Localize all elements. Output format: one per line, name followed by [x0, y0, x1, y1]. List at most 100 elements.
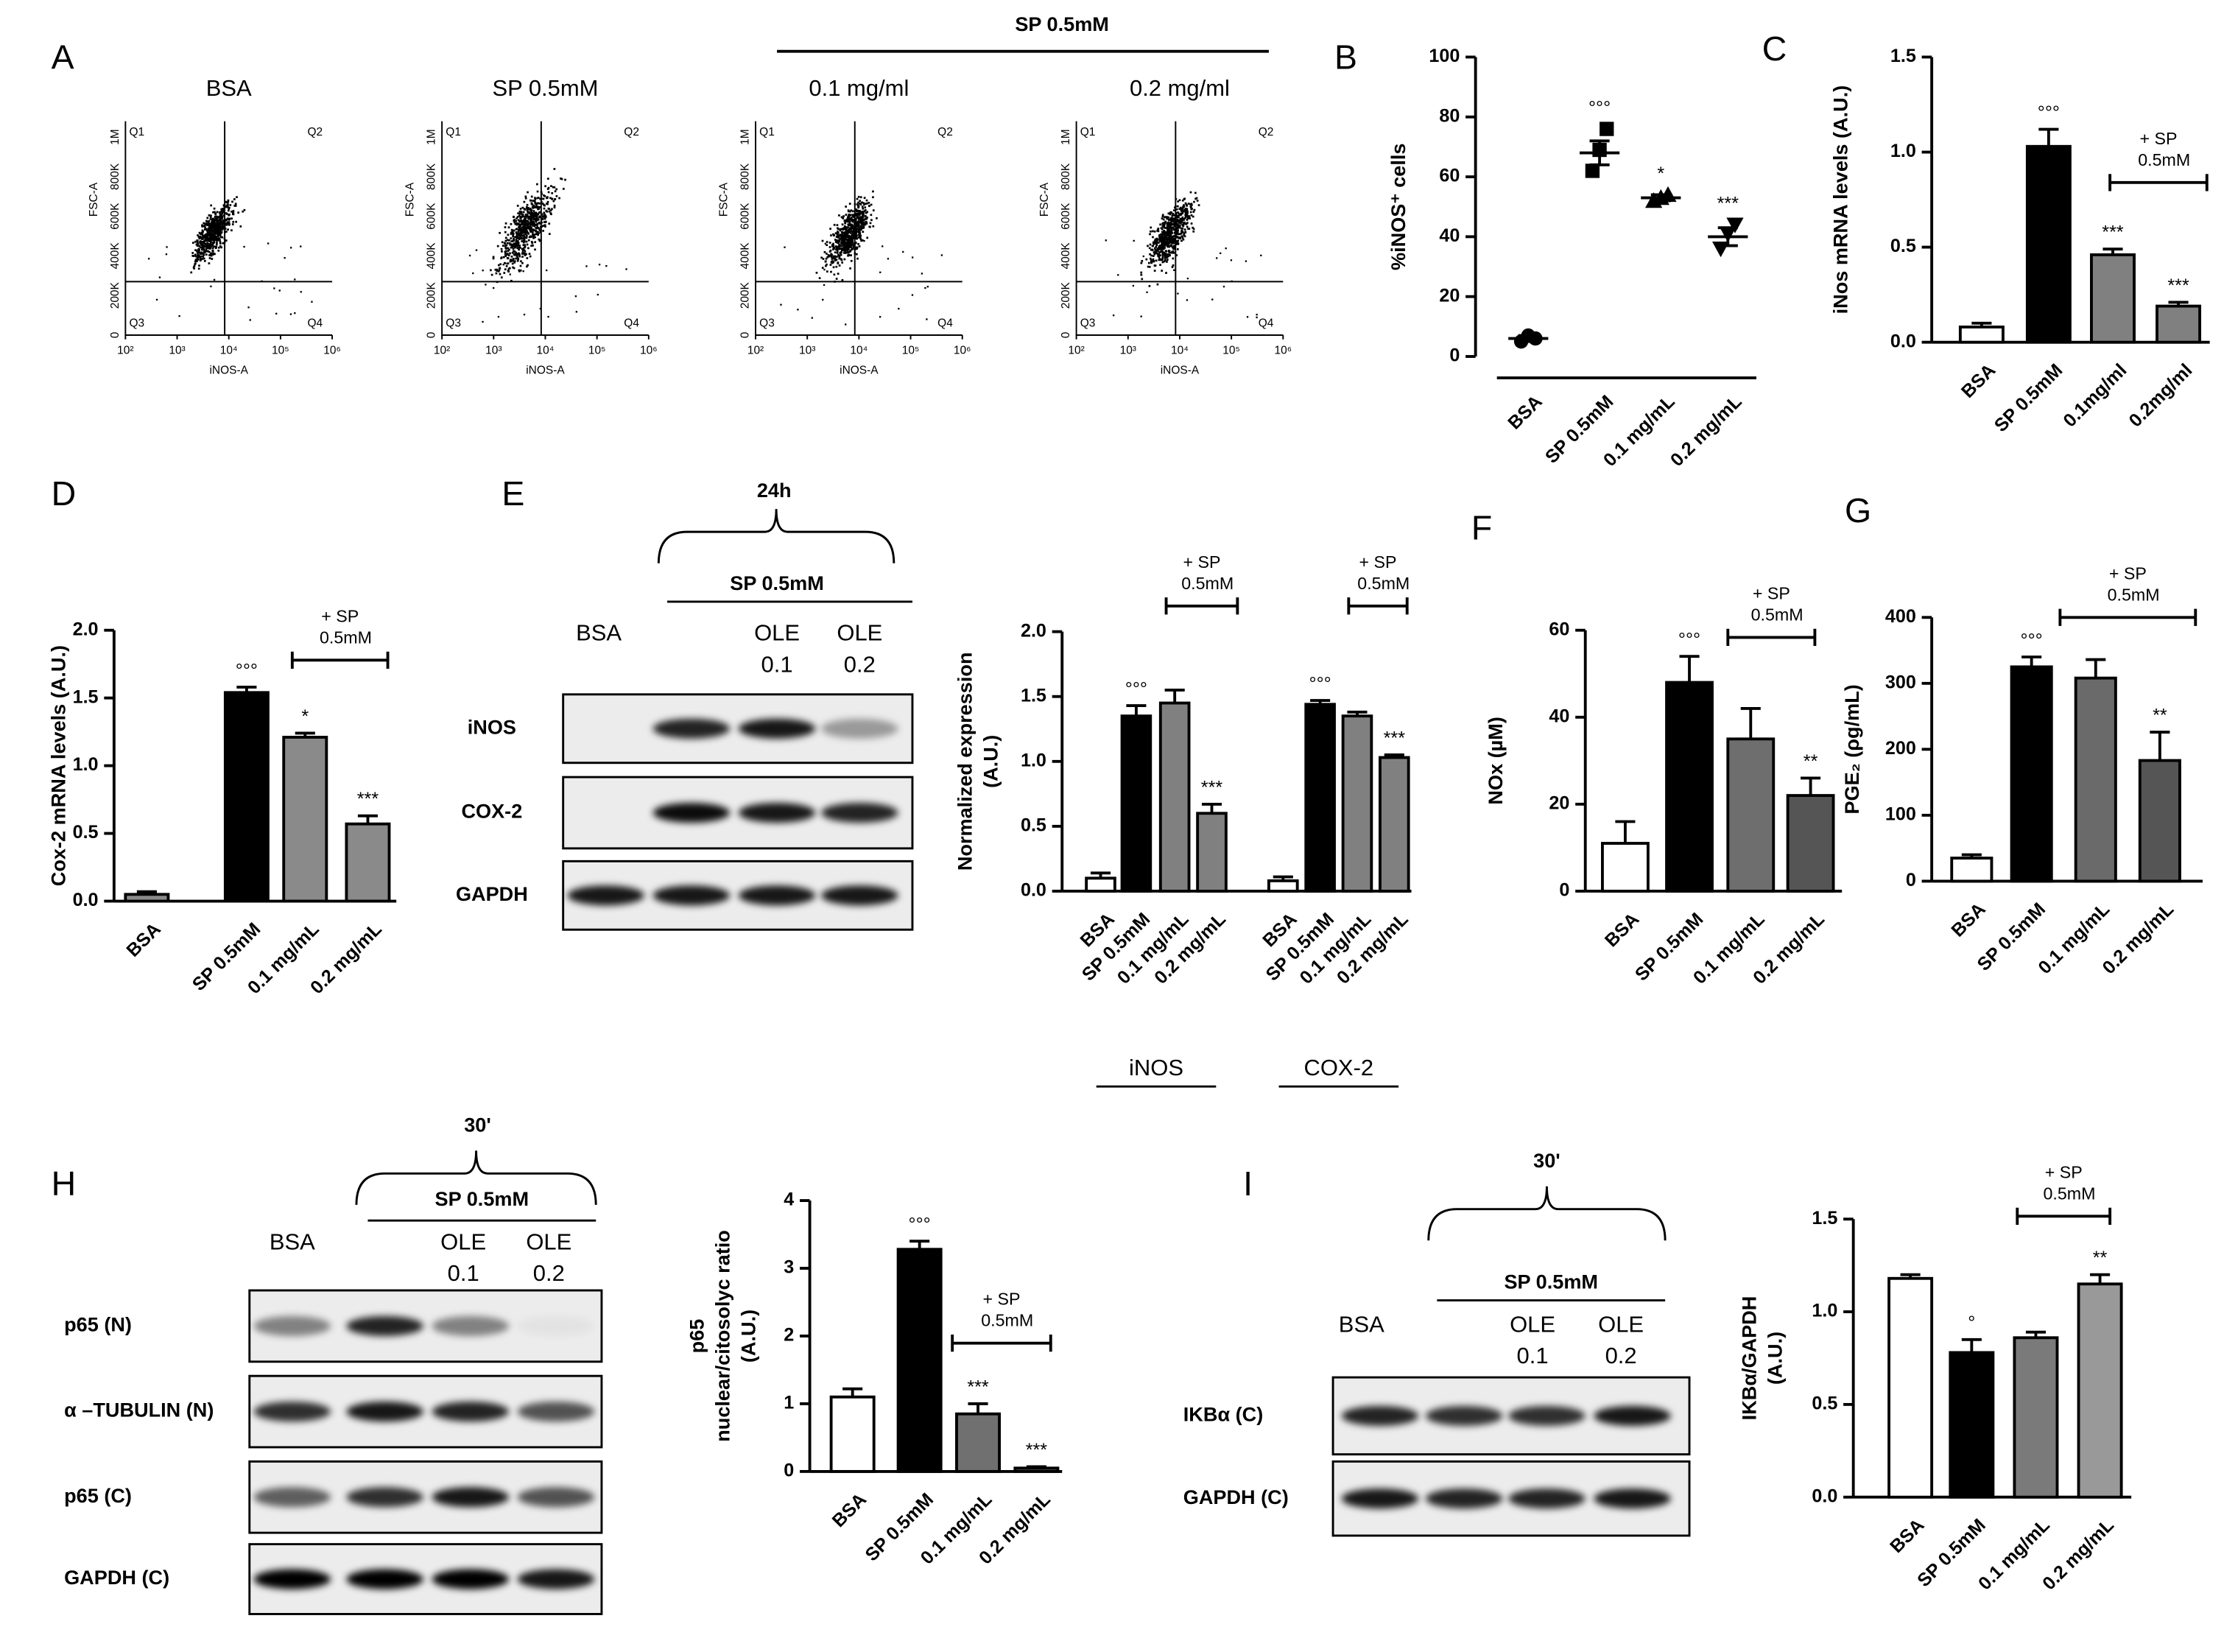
dot [219, 239, 221, 242]
y-tick-label: 400K [109, 242, 122, 270]
dot [1245, 260, 1248, 262]
flow-title: BSA [206, 75, 252, 101]
dot [523, 313, 526, 316]
dot [1181, 231, 1184, 233]
y-tick-label: 0.0 [1890, 331, 1916, 351]
dot [1169, 236, 1171, 239]
dot [211, 243, 214, 246]
dot [1222, 285, 1225, 288]
dot [510, 243, 513, 246]
dot [825, 264, 827, 267]
dot [536, 190, 539, 193]
dot [855, 230, 858, 232]
dot [1186, 277, 1189, 280]
dot [847, 219, 850, 222]
dot [533, 225, 536, 228]
dot [854, 214, 857, 217]
dot [1246, 316, 1249, 318]
dot [1174, 206, 1176, 209]
dot [515, 217, 518, 219]
x-tick-label: BSA [1957, 360, 1999, 402]
dot [1256, 314, 1258, 316]
bar [1786, 794, 1835, 893]
blot-band [1425, 1488, 1503, 1509]
dot [539, 307, 542, 310]
dot [267, 242, 270, 245]
dot [1164, 237, 1166, 239]
dot [831, 260, 834, 263]
dot [1149, 257, 1152, 260]
dot [533, 212, 536, 215]
y-tick-label: 0 [1449, 345, 1460, 366]
dot [524, 221, 527, 224]
dot [536, 226, 539, 228]
dot [1186, 214, 1189, 217]
bar [1726, 737, 1776, 893]
y-tick-label: 40 [1549, 706, 1569, 726]
dot [1192, 226, 1194, 229]
dot [497, 270, 500, 273]
lane-label: OLE [754, 620, 800, 646]
dot [1178, 233, 1181, 236]
lane-label: OLE [1510, 1312, 1555, 1338]
y-tick-label: 0.5 [1890, 236, 1916, 256]
dot [866, 211, 869, 214]
y-tick-label: 600K [739, 203, 752, 230]
dot [227, 200, 230, 203]
y-tick-label: 4 [784, 1189, 794, 1210]
group-label: iNOS [1129, 1055, 1183, 1080]
dot [1163, 253, 1165, 256]
dot [196, 239, 199, 242]
dot [530, 195, 533, 198]
dot [1172, 223, 1175, 226]
dot [529, 235, 532, 238]
dot [209, 233, 212, 236]
dot [513, 250, 516, 253]
dot [532, 234, 535, 237]
bar [2077, 1282, 2123, 1499]
dot [216, 242, 218, 245]
dot [513, 245, 515, 247]
dot [1161, 254, 1164, 257]
flow-header: SP 0.5mM [1015, 13, 1109, 35]
dot [218, 217, 221, 219]
dot [554, 190, 557, 193]
dot [525, 226, 528, 228]
dot [211, 252, 214, 255]
bar [2013, 1336, 2059, 1499]
dot [1171, 219, 1174, 222]
significance-label: °°° [1588, 98, 1611, 119]
dot [214, 225, 217, 228]
dot [859, 203, 862, 205]
dot [529, 226, 532, 229]
blot-band [517, 1402, 595, 1422]
bar [345, 822, 391, 903]
dot [542, 230, 544, 232]
dot [530, 203, 533, 205]
dot [1179, 206, 1182, 209]
dot [219, 223, 222, 226]
dot [862, 218, 865, 221]
dot [1160, 236, 1163, 239]
y-tick-label: 20 [1549, 793, 1569, 814]
dot [862, 239, 864, 242]
dot [1161, 259, 1164, 261]
dot [221, 228, 224, 231]
dot [203, 225, 205, 228]
y-tick-label: 0 [1060, 332, 1072, 339]
dot [219, 234, 222, 237]
dot [521, 249, 524, 252]
dot [222, 208, 225, 211]
dot [516, 256, 519, 259]
dot [856, 216, 859, 219]
dot [837, 231, 839, 233]
dot [854, 244, 856, 247]
blot-band [432, 1487, 510, 1508]
dot [1164, 241, 1167, 244]
y-tick-label: 100 [1429, 46, 1460, 66]
dot [826, 253, 828, 255]
dot [228, 218, 231, 221]
dot [203, 253, 205, 256]
dot [543, 214, 546, 216]
dot [535, 217, 538, 219]
